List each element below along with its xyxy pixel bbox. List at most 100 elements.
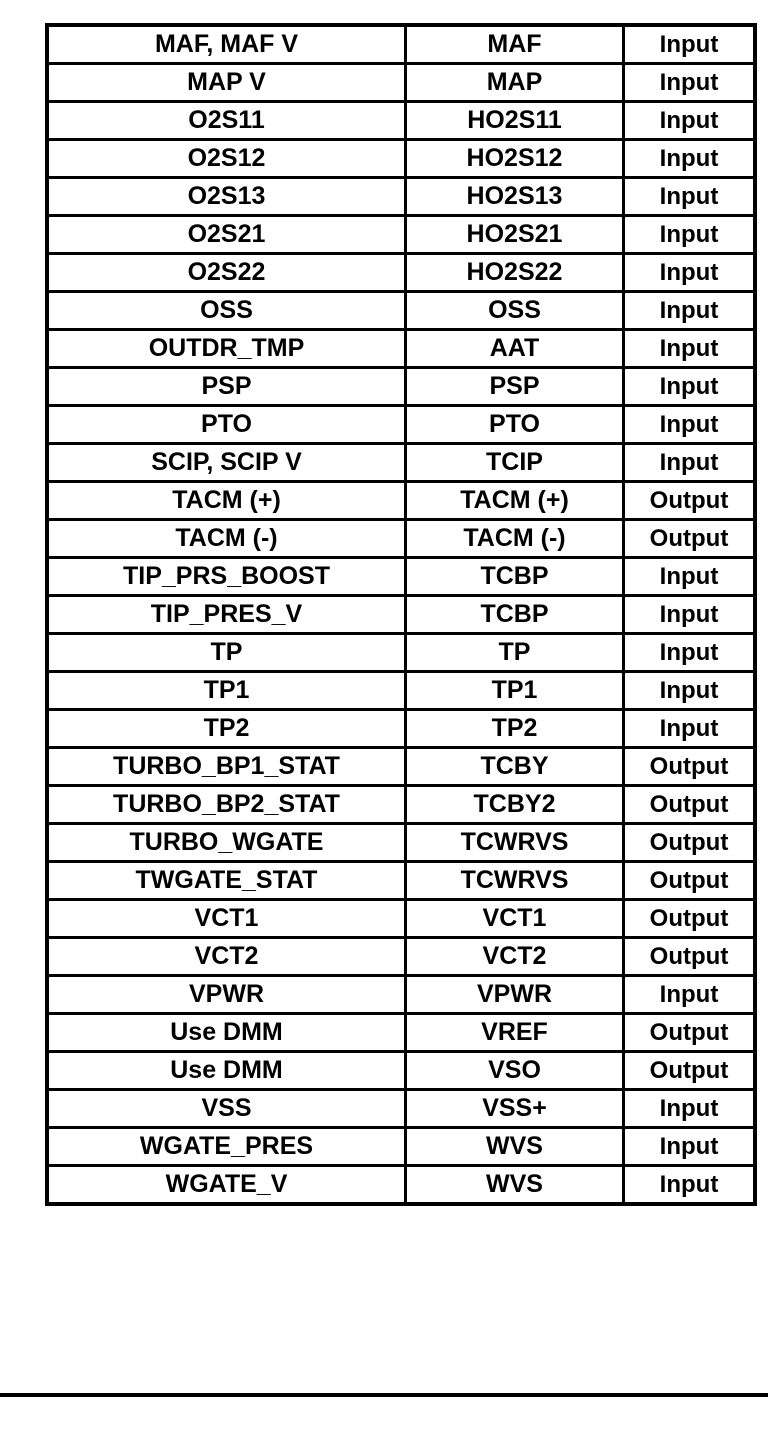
cell-pid: WVS — [404, 1164, 625, 1206]
table-row: PTO PTO Input — [45, 404, 757, 445]
pin-signal-table-body: MAF, MAF V MAF Input MAP V MAP Input O2S11 HO2S… — [45, 23, 757, 1206]
cell-signal: TWGATE_STAT — [45, 860, 407, 901]
cell-pid: TP2 — [404, 708, 625, 749]
table-row: Use DMM VSO Output — [45, 1050, 757, 1091]
cell-pid: MAF — [404, 23, 625, 65]
table-row: VCT2 VCT2 Output — [45, 936, 757, 977]
cell-signal: OSS — [45, 290, 407, 331]
pin-signal-table: MAF, MAF V MAF Input MAP V MAP Input O2S11 HO2S… — [45, 23, 757, 1206]
cell-signal: O2S21 — [45, 214, 407, 255]
table-row: O2S12 HO2S12 Input — [45, 138, 757, 179]
cell-pid: AAT — [404, 328, 625, 369]
cell-direction: Output — [622, 936, 757, 977]
cell-signal: Use DMM — [45, 1012, 407, 1053]
cell-pid: HO2S22 — [404, 252, 625, 293]
cell-signal: VCT1 — [45, 898, 407, 939]
cell-signal: TIP_PRES_V — [45, 594, 407, 635]
cell-pid: HO2S11 — [404, 100, 625, 141]
cell-signal: TURBO_BP1_STAT — [45, 746, 407, 787]
table-row: MAP V MAP Input — [45, 62, 757, 103]
cell-direction: Input — [622, 138, 757, 179]
table-row: TACM (+) TACM (+) Output — [45, 480, 757, 521]
cell-signal: MAP V — [45, 62, 407, 103]
table-row: Use DMM VREF Output — [45, 1012, 757, 1053]
cell-direction: Output — [622, 822, 757, 863]
cell-signal: MAF, MAF V — [45, 23, 407, 65]
table-row: TURBO_WGATE TCWRVS Output — [45, 822, 757, 863]
cell-direction: Input — [622, 23, 757, 65]
table-row: TURBO_BP1_STAT TCBY Output — [45, 746, 757, 787]
cell-signal: TURBO_WGATE — [45, 822, 407, 863]
cell-direction: Input — [622, 290, 757, 331]
cell-signal: TIP_PRS_BOOST — [45, 556, 407, 597]
table-row: TP2 TP2 Input — [45, 708, 757, 749]
cell-signal: O2S13 — [45, 176, 407, 217]
table-row: WGATE_PRES WVS Input — [45, 1126, 757, 1167]
cell-direction: Input — [622, 252, 757, 293]
cell-direction: Output — [622, 1050, 757, 1091]
cell-direction: Output — [622, 860, 757, 901]
cell-direction: Input — [622, 1164, 757, 1206]
table-row: WGATE_V WVS Input — [45, 1164, 757, 1206]
cell-signal: WGATE_V — [45, 1164, 407, 1206]
cell-direction: Input — [622, 556, 757, 597]
cell-pid: VPWR — [404, 974, 625, 1015]
cell-signal: OUTDR_TMP — [45, 328, 407, 369]
cell-direction: Input — [622, 594, 757, 635]
cell-pid: VSO — [404, 1050, 625, 1091]
cell-direction: Output — [622, 1012, 757, 1053]
cell-direction: Input — [622, 1088, 757, 1129]
cell-signal: Use DMM — [45, 1050, 407, 1091]
cell-pid: WVS — [404, 1126, 625, 1167]
cell-signal: O2S11 — [45, 100, 407, 141]
cell-direction: Input — [622, 442, 757, 483]
cell-pid: VCT1 — [404, 898, 625, 939]
cell-pid: VREF — [404, 1012, 625, 1053]
cell-signal: VPWR — [45, 974, 407, 1015]
cell-direction: Input — [622, 214, 757, 255]
table-row: SCIP, SCIP V TCIP Input — [45, 442, 757, 483]
cell-pid: MAP — [404, 62, 625, 103]
cell-pid: TCWRVS — [404, 860, 625, 901]
cell-signal: VCT2 — [45, 936, 407, 977]
cell-pid: TCBP — [404, 594, 625, 635]
table-row: TWGATE_STAT TCWRVS Output — [45, 860, 757, 901]
table-row: TURBO_BP2_STAT TCBY2 Output — [45, 784, 757, 825]
cell-direction: Input — [622, 100, 757, 141]
cell-signal: TP1 — [45, 670, 407, 711]
cell-pid: TCBY — [404, 746, 625, 787]
cell-direction: Input — [622, 366, 757, 407]
cell-signal: TACM (-) — [45, 518, 407, 559]
table-row: O2S22 HO2S22 Input — [45, 252, 757, 293]
table-row: OUTDR_TMP AAT Input — [45, 328, 757, 369]
table-row: MAF, MAF V MAF Input — [45, 23, 757, 65]
table-row: OSS OSS Input — [45, 290, 757, 331]
cell-signal: TP2 — [45, 708, 407, 749]
cell-signal: TURBO_BP2_STAT — [45, 784, 407, 825]
cell-direction: Output — [622, 784, 757, 825]
cell-pid: TCIP — [404, 442, 625, 483]
table-row: O2S21 HO2S21 Input — [45, 214, 757, 255]
cell-pid: VCT2 — [404, 936, 625, 977]
cell-pid: TCBP — [404, 556, 625, 597]
cell-signal: SCIP, SCIP V — [45, 442, 407, 483]
cell-direction: Input — [622, 404, 757, 445]
cell-pid: TACM (-) — [404, 518, 625, 559]
cell-direction: Input — [622, 708, 757, 749]
table-row: TP1 TP1 Input — [45, 670, 757, 711]
table-row: O2S13 HO2S13 Input — [45, 176, 757, 217]
cell-direction: Output — [622, 898, 757, 939]
table-row: TACM (-) TACM (-) Output — [45, 518, 757, 559]
cell-signal: PSP — [45, 366, 407, 407]
cell-direction: Input — [622, 176, 757, 217]
cell-direction: Input — [622, 632, 757, 673]
cell-pid: HO2S12 — [404, 138, 625, 179]
cell-direction: Output — [622, 480, 757, 521]
cell-pid: HO2S13 — [404, 176, 625, 217]
table-row: TIP_PRES_V TCBP Input — [45, 594, 757, 635]
footer-horizontal-rule — [0, 1393, 768, 1397]
cell-pid: TACM (+) — [404, 480, 625, 521]
cell-pid: PSP — [404, 366, 625, 407]
cell-direction: Input — [622, 974, 757, 1015]
cell-signal: WGATE_PRES — [45, 1126, 407, 1167]
